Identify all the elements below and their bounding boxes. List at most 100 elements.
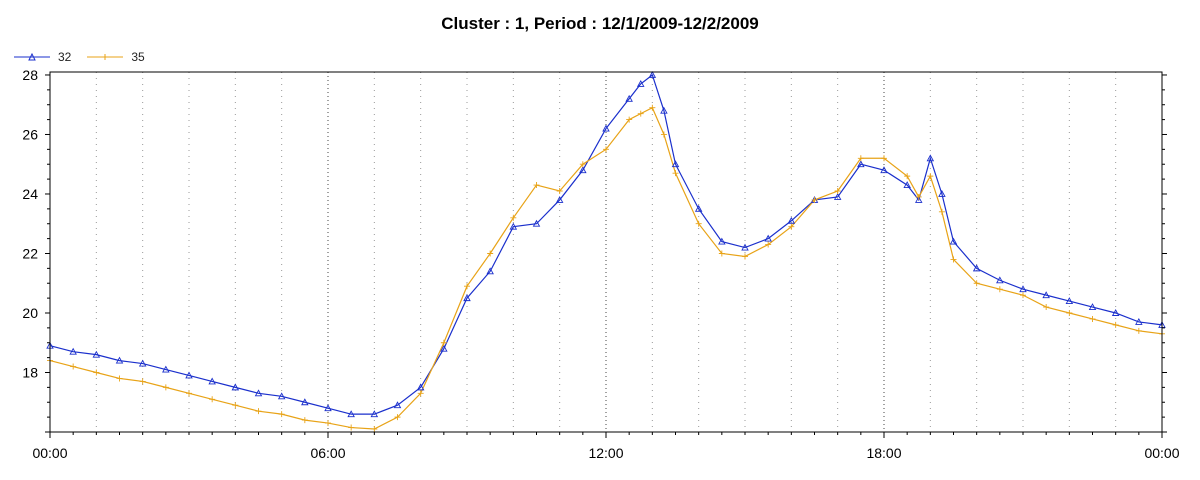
chart-title: Cluster : 1, Period : 12/1/2009-12/2/200… xyxy=(441,14,759,33)
data-point-35 xyxy=(533,182,540,189)
data-point-35 xyxy=(626,116,633,123)
data-point-32 xyxy=(185,371,193,379)
data-point-35 xyxy=(209,396,216,403)
data-point-35 xyxy=(440,339,447,346)
data-point-35 xyxy=(1066,309,1073,316)
data-point-35 xyxy=(834,188,841,195)
data-point-32 xyxy=(416,383,425,391)
data-point-35 xyxy=(603,146,609,153)
data-point-32 xyxy=(880,166,888,174)
y-tick-label: 20 xyxy=(22,305,38,321)
data-point-35 xyxy=(915,193,922,200)
data-point-32 xyxy=(833,193,842,200)
data-point-32 xyxy=(914,195,923,203)
data-point-35 xyxy=(70,363,77,370)
data-point-35 xyxy=(93,369,100,376)
data-point-32 xyxy=(370,410,379,418)
marker-layer xyxy=(46,71,1166,433)
y-tick-label: 26 xyxy=(22,126,38,142)
data-point-32 xyxy=(926,154,935,162)
data-point-32 xyxy=(162,365,170,373)
data-point-35 xyxy=(672,170,679,177)
data-point-35 xyxy=(371,426,378,433)
legend-item-32[interactable]: 32 xyxy=(14,50,71,64)
data-point-32 xyxy=(1019,285,1027,293)
data-point-35 xyxy=(718,250,725,257)
data-point-35 xyxy=(765,241,772,248)
y-tick-label: 28 xyxy=(22,67,38,83)
data-point-35 xyxy=(811,196,818,203)
data-point-32 xyxy=(463,294,471,302)
data-point-35 xyxy=(904,173,911,180)
data-point-35 xyxy=(348,424,355,431)
y-tick-label: 22 xyxy=(22,245,38,261)
data-point-35 xyxy=(927,173,934,180)
data-point-32 xyxy=(718,237,726,245)
data-point-35 xyxy=(232,402,239,409)
data-point-32 xyxy=(138,359,147,367)
y-tick-label: 24 xyxy=(22,186,38,202)
data-point-32 xyxy=(1065,297,1074,305)
data-point-35 xyxy=(162,384,169,391)
data-point-35 xyxy=(1020,292,1026,299)
data-point-32 xyxy=(301,398,309,406)
y-tick-label: 18 xyxy=(22,364,38,380)
data-point-35 xyxy=(742,253,748,260)
series-line-32 xyxy=(49,73,1163,415)
data-point-35 xyxy=(973,280,980,287)
data-point-35 xyxy=(1135,327,1142,334)
legend-label-35: 35 xyxy=(131,50,145,64)
data-point-32 xyxy=(486,267,494,275)
data-point-35 xyxy=(857,155,864,162)
data-point-32 xyxy=(949,237,958,245)
data-point-32 xyxy=(671,160,680,168)
x-tick-label: 00:00 xyxy=(32,445,67,461)
data-point-32 xyxy=(996,276,1004,284)
x-tick-label: 00:00 xyxy=(1144,445,1179,461)
data-point-35 xyxy=(510,214,517,221)
legend-label-32: 32 xyxy=(58,50,72,64)
data-point-35 xyxy=(464,283,470,290)
data-point-35 xyxy=(1043,304,1050,311)
data-point-32 xyxy=(602,124,610,132)
data-point-32 xyxy=(509,222,518,230)
legend-swatch-32 xyxy=(14,52,50,61)
data-point-35 xyxy=(695,220,702,227)
data-point-32 xyxy=(393,401,402,409)
data-point-35 xyxy=(417,390,424,397)
data-point-32 xyxy=(579,166,587,174)
data-point-32 xyxy=(92,350,101,358)
data-point-32 xyxy=(532,219,541,227)
data-point-32 xyxy=(231,383,240,391)
data-point-32 xyxy=(741,243,749,251)
data-point-32 xyxy=(636,79,645,87)
legend: 32 35 xyxy=(14,50,161,64)
data-point-32 xyxy=(555,195,564,203)
axis-layer: 00:00 06:00 12:00 18:00 00:00 18 20 22 24 26 28 xyxy=(22,67,1179,461)
data-point-32 xyxy=(254,389,263,397)
data-point-35 xyxy=(1089,315,1096,322)
data-point-32 xyxy=(440,344,448,352)
data-point-32 xyxy=(347,410,355,418)
data-point-35 xyxy=(660,131,667,138)
data-point-32 xyxy=(625,94,633,102)
legend-item-35[interactable]: 35 xyxy=(87,50,145,64)
data-point-32 xyxy=(764,234,772,242)
data-point-32 xyxy=(277,392,286,400)
data-point-35 xyxy=(996,286,1003,293)
data-point-35 xyxy=(186,390,192,397)
data-point-35 xyxy=(325,420,331,427)
data-point-35 xyxy=(950,256,957,263)
data-point-32 xyxy=(787,216,796,224)
data-point-32 xyxy=(1111,309,1120,316)
x-tick-label: 12:00 xyxy=(588,445,623,461)
data-point-35 xyxy=(938,208,945,215)
data-point-32 xyxy=(648,71,657,78)
x-tick-label: 06:00 xyxy=(310,445,345,461)
x-tick-label: 18:00 xyxy=(866,445,901,461)
data-point-32 xyxy=(1088,303,1097,310)
data-point-32 xyxy=(115,356,124,364)
data-point-35 xyxy=(1112,321,1119,328)
data-point-32 xyxy=(938,190,946,197)
